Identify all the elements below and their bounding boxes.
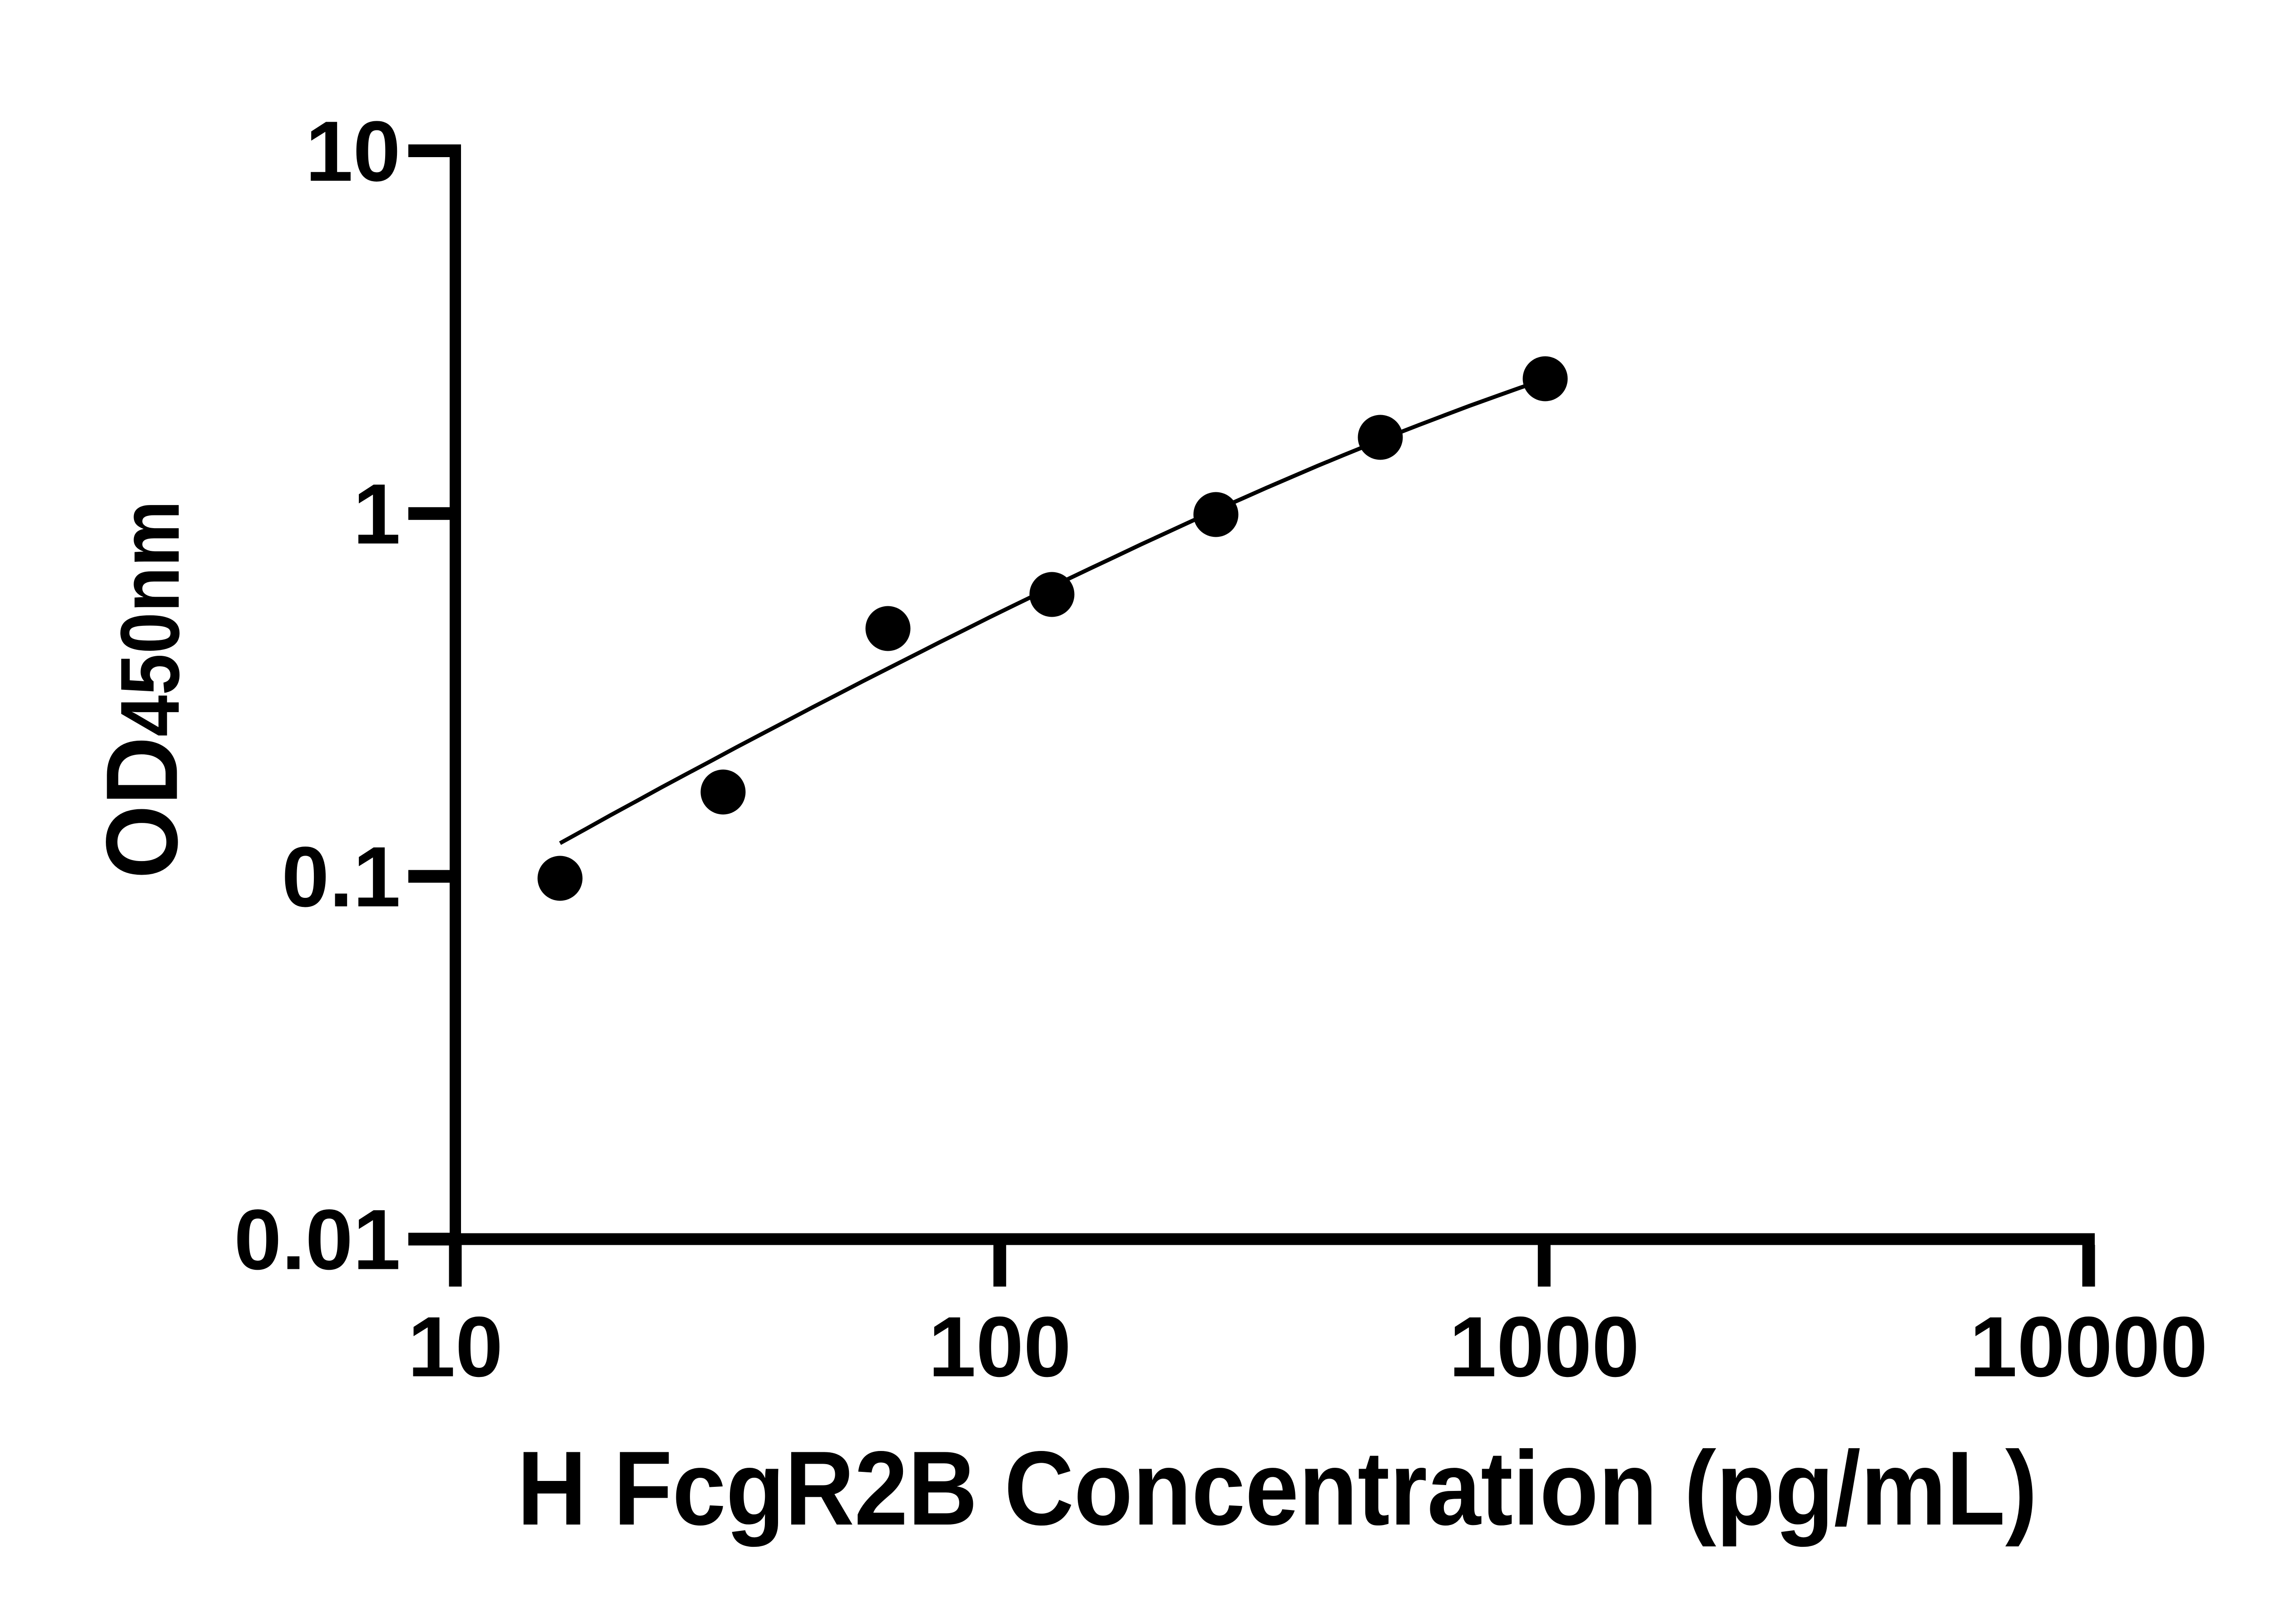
svg-text:10: 10 — [305, 103, 401, 199]
svg-text:0.01: 0.01 — [234, 1192, 401, 1287]
svg-text:H FcgR2B Concentration (pg/mL): H FcgR2B Concentration (pg/mL) — [517, 1430, 2038, 1547]
svg-text:0.1: 0.1 — [282, 829, 401, 925]
svg-text:100: 100 — [928, 1299, 1071, 1395]
svg-text:1000: 1000 — [1449, 1299, 1639, 1395]
svg-text:1: 1 — [353, 466, 401, 562]
svg-text:450nm: 450nm — [103, 500, 197, 737]
svg-text:10000: 10000 — [1969, 1299, 2207, 1395]
svg-text:OD: OD — [85, 737, 199, 879]
svg-text:10: 10 — [408, 1299, 503, 1395]
